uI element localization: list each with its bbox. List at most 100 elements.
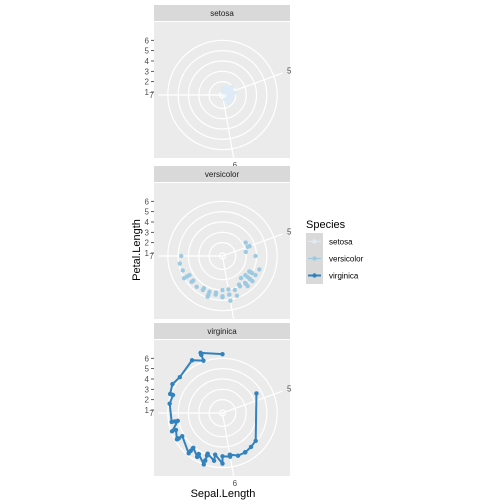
facet-strip-label: versicolor <box>205 170 240 179</box>
y-tick-label: 1 <box>145 406 150 415</box>
data-point-versicolor <box>249 270 255 276</box>
data-point-setosa <box>223 86 229 92</box>
data-point-virginica <box>201 358 206 363</box>
data-point-virginica <box>248 444 254 450</box>
data-point-virginica <box>254 391 259 396</box>
facet-panel-versicolor: versicolor567123456 <box>145 166 292 331</box>
data-point-virginica <box>170 381 175 387</box>
y-tick-label: 3 <box>145 228 150 237</box>
legend-title: Species <box>306 219 346 231</box>
data-point-virginica <box>201 462 206 467</box>
data-point-versicolor <box>194 284 199 290</box>
y-axis-title: Petal.Length <box>131 219 143 281</box>
data-point-virginica <box>220 351 225 357</box>
data-point-virginica <box>235 453 241 458</box>
grid-spoke <box>221 94 235 159</box>
data-point-virginica <box>212 452 218 457</box>
data-point-versicolor <box>228 298 233 303</box>
x-tick-label: 5 <box>287 385 292 394</box>
data-point-virginica <box>175 436 181 441</box>
legend-label: virginica <box>329 272 359 281</box>
data-point-versicolor <box>179 253 184 259</box>
legend-label: setosa <box>329 238 353 247</box>
data-point-virginica <box>220 461 225 466</box>
data-point-versicolor <box>184 274 189 279</box>
facet-strip <box>154 323 290 339</box>
y-tick-label: 5 <box>145 365 150 374</box>
y-tick-label: 5 <box>145 47 150 56</box>
data-point-versicolor <box>238 275 244 281</box>
data-point-versicolor <box>205 294 210 299</box>
y-tick-label: 3 <box>145 385 150 394</box>
data-point-virginica <box>167 401 172 406</box>
data-point-virginica <box>175 418 180 424</box>
legend-entry-versicolor: versicolor <box>306 250 364 267</box>
data-point-versicolor <box>253 272 258 278</box>
y-tick-label: 2 <box>145 78 150 87</box>
panel-background <box>154 340 290 476</box>
grid-spoke <box>221 412 235 477</box>
data-point-versicolor <box>220 294 225 299</box>
data-point-versicolor <box>245 244 250 250</box>
data-point-versicolor <box>220 287 225 293</box>
y-tick-label: 1 <box>145 249 150 258</box>
data-point-virginica <box>169 429 175 434</box>
y-tick-label: 1 <box>145 88 150 97</box>
data-point-setosa <box>228 94 233 99</box>
data-point-virginica <box>177 374 183 380</box>
y-tick-label: 2 <box>145 239 150 248</box>
facet-panels: setosa567123456versicolor567123456virgin… <box>145 5 292 488</box>
x-axis-title: Sepal.Length <box>191 488 256 500</box>
data-point-versicolor <box>226 287 231 292</box>
facet-strip-label: setosa <box>210 9 234 18</box>
data-point-versicolor <box>257 267 262 272</box>
data-point-setosa <box>226 100 232 106</box>
data-point-versicolor <box>191 278 196 283</box>
data-point-virginica <box>173 427 179 433</box>
x-tick-label: 7 <box>149 409 154 418</box>
data-point-versicolor <box>207 289 212 295</box>
data-point-virginica <box>170 392 176 398</box>
data-point-virginica <box>203 458 208 463</box>
data-point-versicolor <box>227 292 232 297</box>
x-tick-label: 5 <box>287 67 292 76</box>
data-point-virginica <box>227 452 233 457</box>
data-point-virginica <box>195 453 200 459</box>
x-tick-label: 6 <box>233 479 238 488</box>
data-point-versicolor <box>242 280 248 286</box>
y-tick-label: 4 <box>145 375 150 384</box>
y-tick-label: 5 <box>145 208 150 217</box>
y-tick-label: 6 <box>145 197 150 206</box>
y-tick-label: 2 <box>145 396 150 405</box>
data-point-versicolor <box>243 249 249 255</box>
facet-strip <box>154 166 290 182</box>
x-tick-label: 7 <box>149 252 154 261</box>
grid-spoke <box>222 233 283 257</box>
y-tick-label: 4 <box>145 218 150 227</box>
legend-label: versicolor <box>329 255 364 264</box>
data-point-versicolor <box>177 261 183 266</box>
data-point-versicolor <box>232 287 238 293</box>
data-point-versicolor <box>213 290 219 295</box>
data-point-virginica <box>205 452 210 457</box>
y-tick-label: 4 <box>145 57 150 66</box>
data-point-versicolor <box>237 283 242 288</box>
data-point-virginica <box>199 352 204 358</box>
data-point-versicolor <box>180 268 185 273</box>
x-tick-label: 5 <box>287 228 292 237</box>
data-point-versicolor <box>247 276 253 282</box>
legend-entry-setosa: setosa <box>306 233 353 250</box>
data-point-versicolor <box>243 240 248 245</box>
data-point-virginica <box>253 438 258 444</box>
legend-key-point <box>312 273 317 278</box>
grid-spoke <box>222 390 283 414</box>
facet-strip <box>154 5 290 21</box>
data-point-versicolor <box>253 253 258 259</box>
legend: Species setosa versicolor virginica <box>306 219 364 284</box>
legend-key-point <box>312 256 317 261</box>
data-point-versicolor <box>201 285 207 291</box>
legend-key-point <box>312 239 317 244</box>
data-point-versicolor <box>234 293 240 298</box>
